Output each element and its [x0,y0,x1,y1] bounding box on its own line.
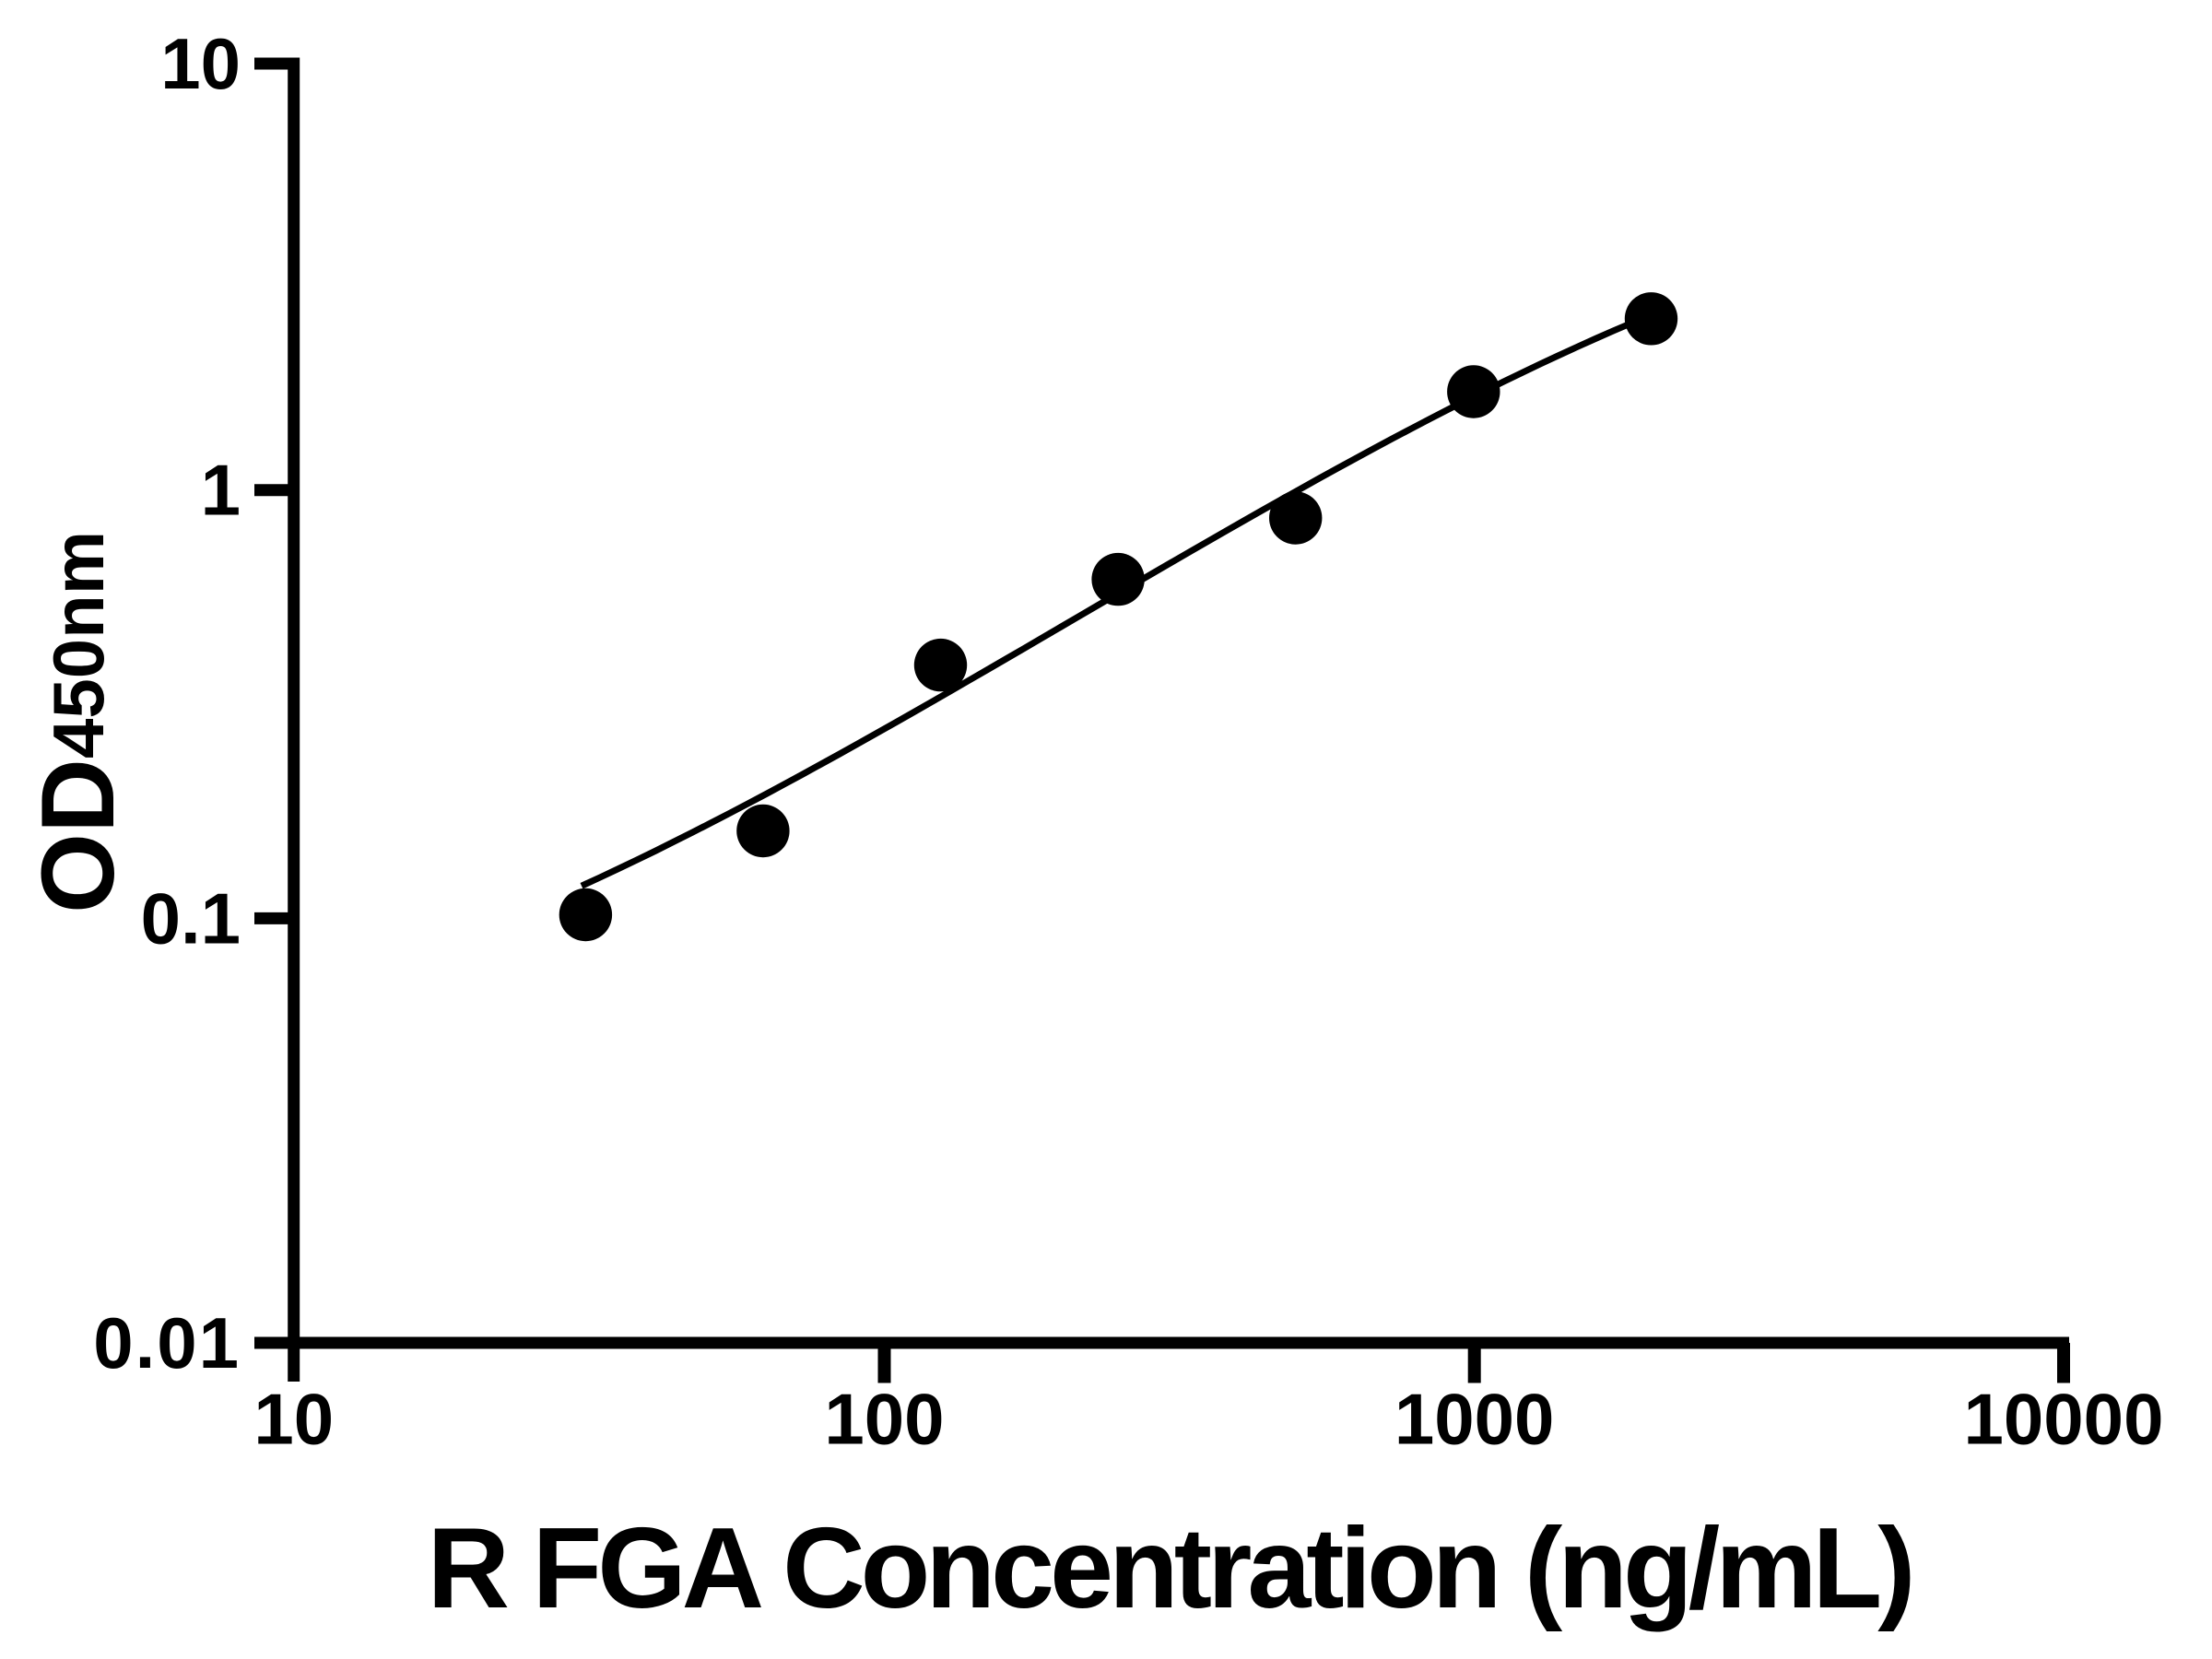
svg-text:R FGA Concentration (ng/mL): R FGA Concentration (ng/mL) [427,1505,1911,1632]
svg-text:10: 10 [160,23,241,104]
svg-text:0.1: 0.1 [141,877,241,959]
svg-text:1000: 1000 [1394,1379,1555,1460]
svg-text:1: 1 [201,450,241,531]
svg-text:10000: 10000 [1964,1379,2164,1460]
svg-text:OD450nm: OD450nm [20,531,135,913]
svg-text:10: 10 [253,1379,334,1460]
svg-text:100: 100 [824,1379,944,1460]
svg-text:0.01: 0.01 [93,1302,241,1383]
